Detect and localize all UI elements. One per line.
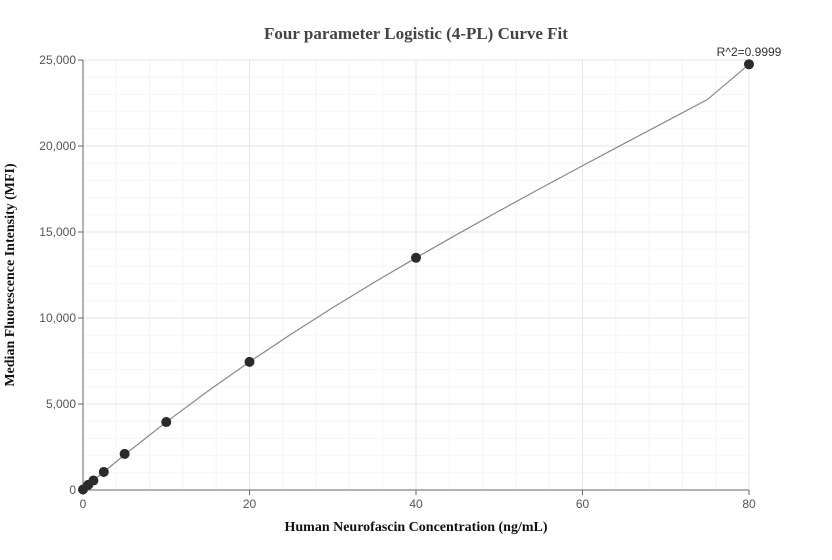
data-point[interactable] xyxy=(411,252,421,263)
x-tick-label: 0 xyxy=(80,497,87,511)
x-tick-label: 40 xyxy=(409,497,423,511)
fit-curve-layer xyxy=(82,63,750,490)
axis-layer xyxy=(78,59,750,495)
data-point[interactable] xyxy=(119,448,130,459)
r-squared-annotation: R^2=0.9999 xyxy=(717,45,782,59)
y-axis-title: Median Fluorescence Intensity (MFI) xyxy=(3,163,18,387)
data-point[interactable] xyxy=(161,417,172,428)
x-tick-label: 20 xyxy=(243,497,257,511)
x-axis-title: Human Neurofascin Concentration (ng/mL) xyxy=(284,520,547,535)
chart-title: Four parameter Logistic (4-PL) Curve Fit xyxy=(264,24,568,43)
data-point[interactable] xyxy=(744,59,754,70)
x-tick-label: 80 xyxy=(742,497,756,511)
y-tick-label: 5,000 xyxy=(46,397,76,411)
y-tick-label: 10,000 xyxy=(39,311,76,325)
tick-labels-layer: 0 20 40 60 80 0 5,000 10,000 15,000 20,000 25,000 xyxy=(39,53,756,511)
grid-layer xyxy=(83,59,750,490)
data-point[interactable] xyxy=(98,466,109,477)
fit-curve-line xyxy=(82,63,750,490)
data-points-layer xyxy=(78,59,754,495)
y-tick-label: 0 xyxy=(69,483,76,497)
y-tick-label: 15,000 xyxy=(39,225,76,239)
data-point[interactable] xyxy=(88,475,99,486)
x-tick-label: 60 xyxy=(576,497,590,511)
y-tick-label: 25,000 xyxy=(39,53,76,67)
data-point[interactable] xyxy=(244,356,255,367)
y-tick-label: 20,000 xyxy=(39,139,76,153)
